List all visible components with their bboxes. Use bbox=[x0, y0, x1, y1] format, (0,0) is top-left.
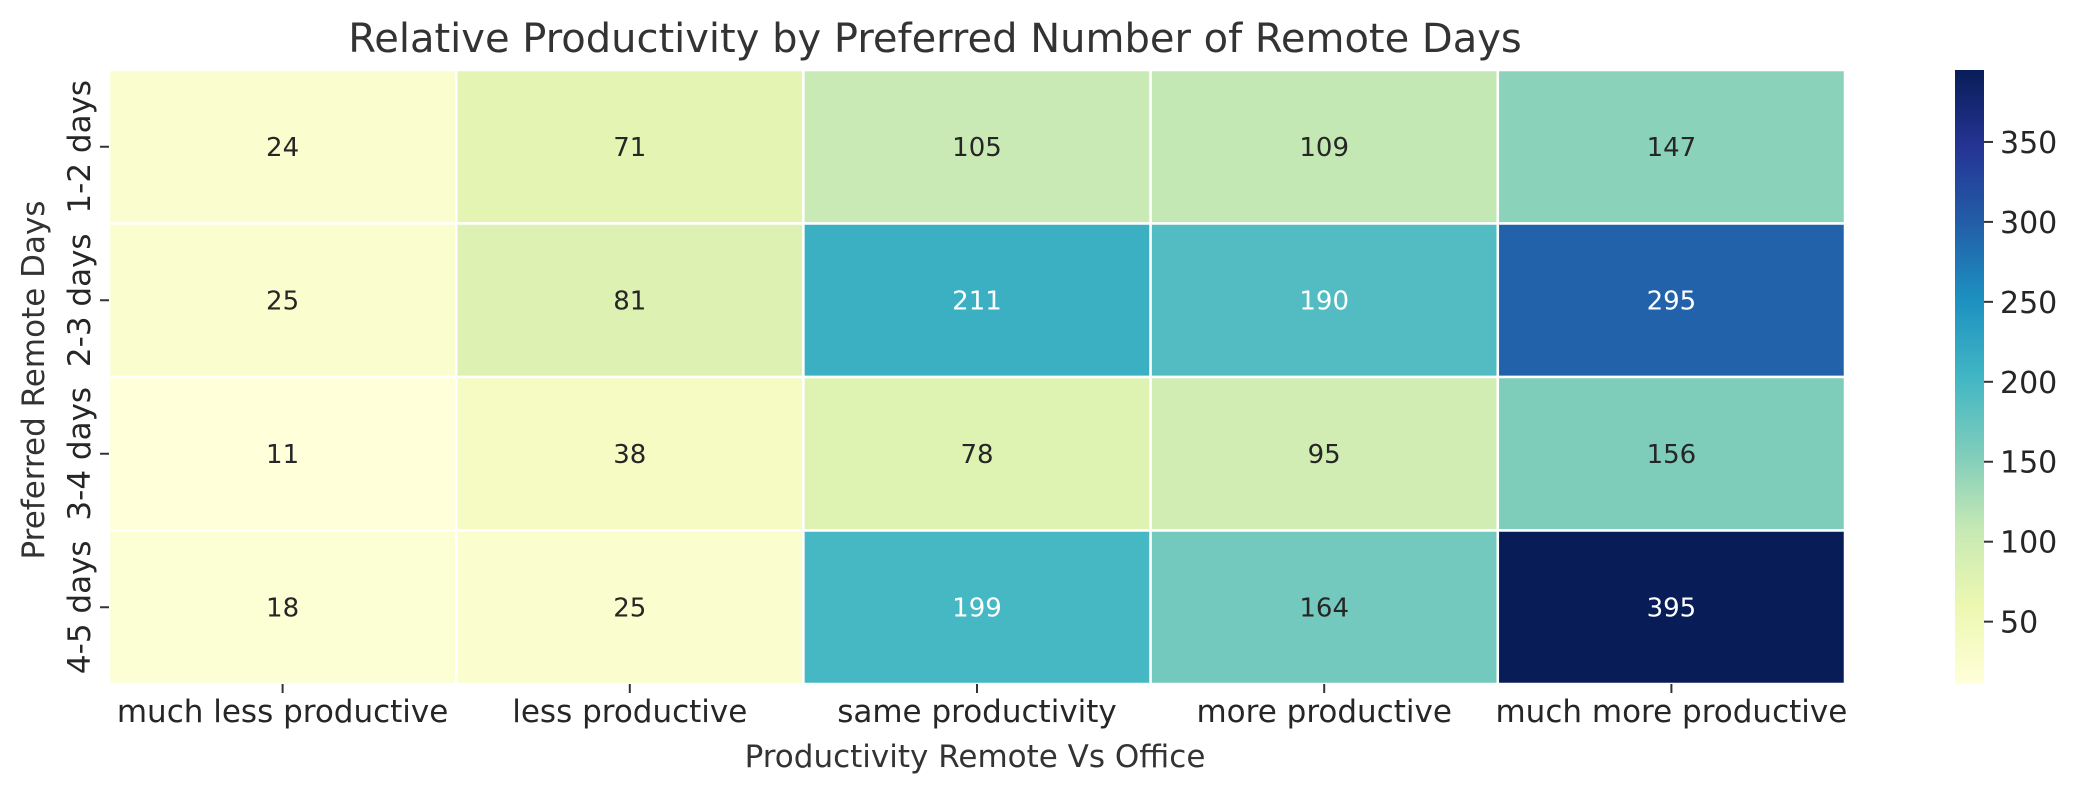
cell-value-label: 71 bbox=[613, 133, 646, 163]
x-tick-label: less productive bbox=[512, 694, 747, 730]
heatmap-cell bbox=[802, 375, 1152, 532]
cell-value-label: 164 bbox=[1299, 593, 1349, 623]
cell-value-label: 81 bbox=[613, 286, 646, 316]
colorbar-tick-label: 350 bbox=[2000, 126, 2057, 161]
heatmap-cell bbox=[1496, 529, 1847, 686]
y-tick-label: 2-3 days bbox=[62, 233, 98, 367]
cell-value-label: 395 bbox=[1647, 593, 1697, 623]
heatmap-cell bbox=[1149, 68, 1500, 225]
cell-value-label: 295 bbox=[1647, 286, 1697, 316]
x-axis-ticks: much less productive less productive same … bbox=[117, 684, 1847, 730]
heatmap-cell bbox=[1496, 222, 1847, 379]
cell-value-label: 211 bbox=[952, 286, 1002, 316]
heatmap-cell bbox=[802, 68, 1152, 225]
cell-value-label: 38 bbox=[613, 440, 646, 470]
cell-value-label: 24 bbox=[266, 133, 299, 163]
cell-value-label: 156 bbox=[1647, 440, 1697, 470]
y-tick-label: 1-2 days bbox=[62, 80, 98, 214]
cell-value-label: 199 bbox=[952, 593, 1002, 623]
cell-value-label: 147 bbox=[1647, 133, 1697, 163]
heatmap-cell bbox=[1149, 375, 1500, 532]
y-tick-label: 4-5 days bbox=[62, 540, 98, 674]
heatmap-cell bbox=[1149, 529, 1500, 686]
colorbar-ticks: 50 100 150 200 250 300 350 bbox=[1984, 126, 2057, 641]
x-tick-label: much less productive bbox=[117, 694, 449, 730]
cell-value-label: 109 bbox=[1299, 133, 1349, 163]
cell-value-label: 105 bbox=[952, 133, 1002, 163]
colorbar-tick-label: 250 bbox=[2000, 286, 2057, 321]
cell-value-label: 25 bbox=[613, 593, 646, 623]
cell-value-label: 18 bbox=[266, 593, 299, 623]
colorbar bbox=[1955, 70, 1984, 684]
colorbar-tick-label: 50 bbox=[2000, 606, 2038, 641]
heatmap-cell bbox=[107, 222, 458, 379]
heatmap-cell bbox=[802, 222, 1152, 379]
x-axis-label: Productivity Remote Vs Office bbox=[745, 739, 1206, 775]
x-tick-label: more productive bbox=[1196, 694, 1451, 730]
colorbar-tick-label: 300 bbox=[2000, 206, 2057, 241]
colorbar-tick-label: 150 bbox=[2000, 446, 2057, 481]
y-tick-label: 3-4 days bbox=[62, 387, 98, 521]
cell-value-label: 25 bbox=[266, 286, 299, 316]
chart-title: Relative Productivity by Preferred Numbe… bbox=[348, 16, 1522, 62]
heatmap-cell bbox=[107, 68, 458, 225]
y-axis-label: Preferred Remote Days bbox=[16, 201, 52, 560]
heatmap-cell bbox=[1496, 375, 1847, 532]
heatmap-cell bbox=[1496, 68, 1847, 225]
y-axis-ticks: 1-2 days 2-3 days 3-4 days 4-5 days bbox=[62, 80, 109, 674]
colorbar-tick-label: 100 bbox=[2000, 526, 2057, 561]
cell-value-label: 11 bbox=[266, 440, 299, 470]
cell-value-label: 190 bbox=[1299, 286, 1349, 316]
x-tick-label: same productivity bbox=[837, 694, 1117, 730]
heatmap-cells: 24 71 105 109 147 25 81 211 190 295 11 38 78 95 156 18 2… bbox=[107, 68, 1847, 686]
cell-value-label: 95 bbox=[1308, 440, 1341, 470]
colorbar-tick-label: 200 bbox=[2000, 366, 2057, 401]
x-tick-label: much more productive bbox=[1495, 694, 1847, 730]
cell-value-label: 78 bbox=[960, 440, 993, 470]
heatmap-cell bbox=[802, 529, 1152, 686]
heatmap-cell bbox=[454, 68, 805, 225]
heatmap-cell bbox=[454, 375, 805, 532]
heatmap-cell bbox=[454, 529, 805, 686]
